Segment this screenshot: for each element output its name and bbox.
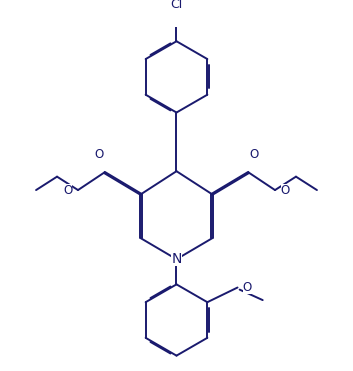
Text: Cl: Cl [170, 0, 183, 11]
Text: O: O [281, 184, 290, 197]
Text: O: O [95, 148, 104, 161]
Text: N: N [171, 252, 182, 266]
Text: O: O [249, 148, 258, 161]
Text: O: O [63, 184, 72, 197]
Text: O: O [243, 281, 252, 294]
